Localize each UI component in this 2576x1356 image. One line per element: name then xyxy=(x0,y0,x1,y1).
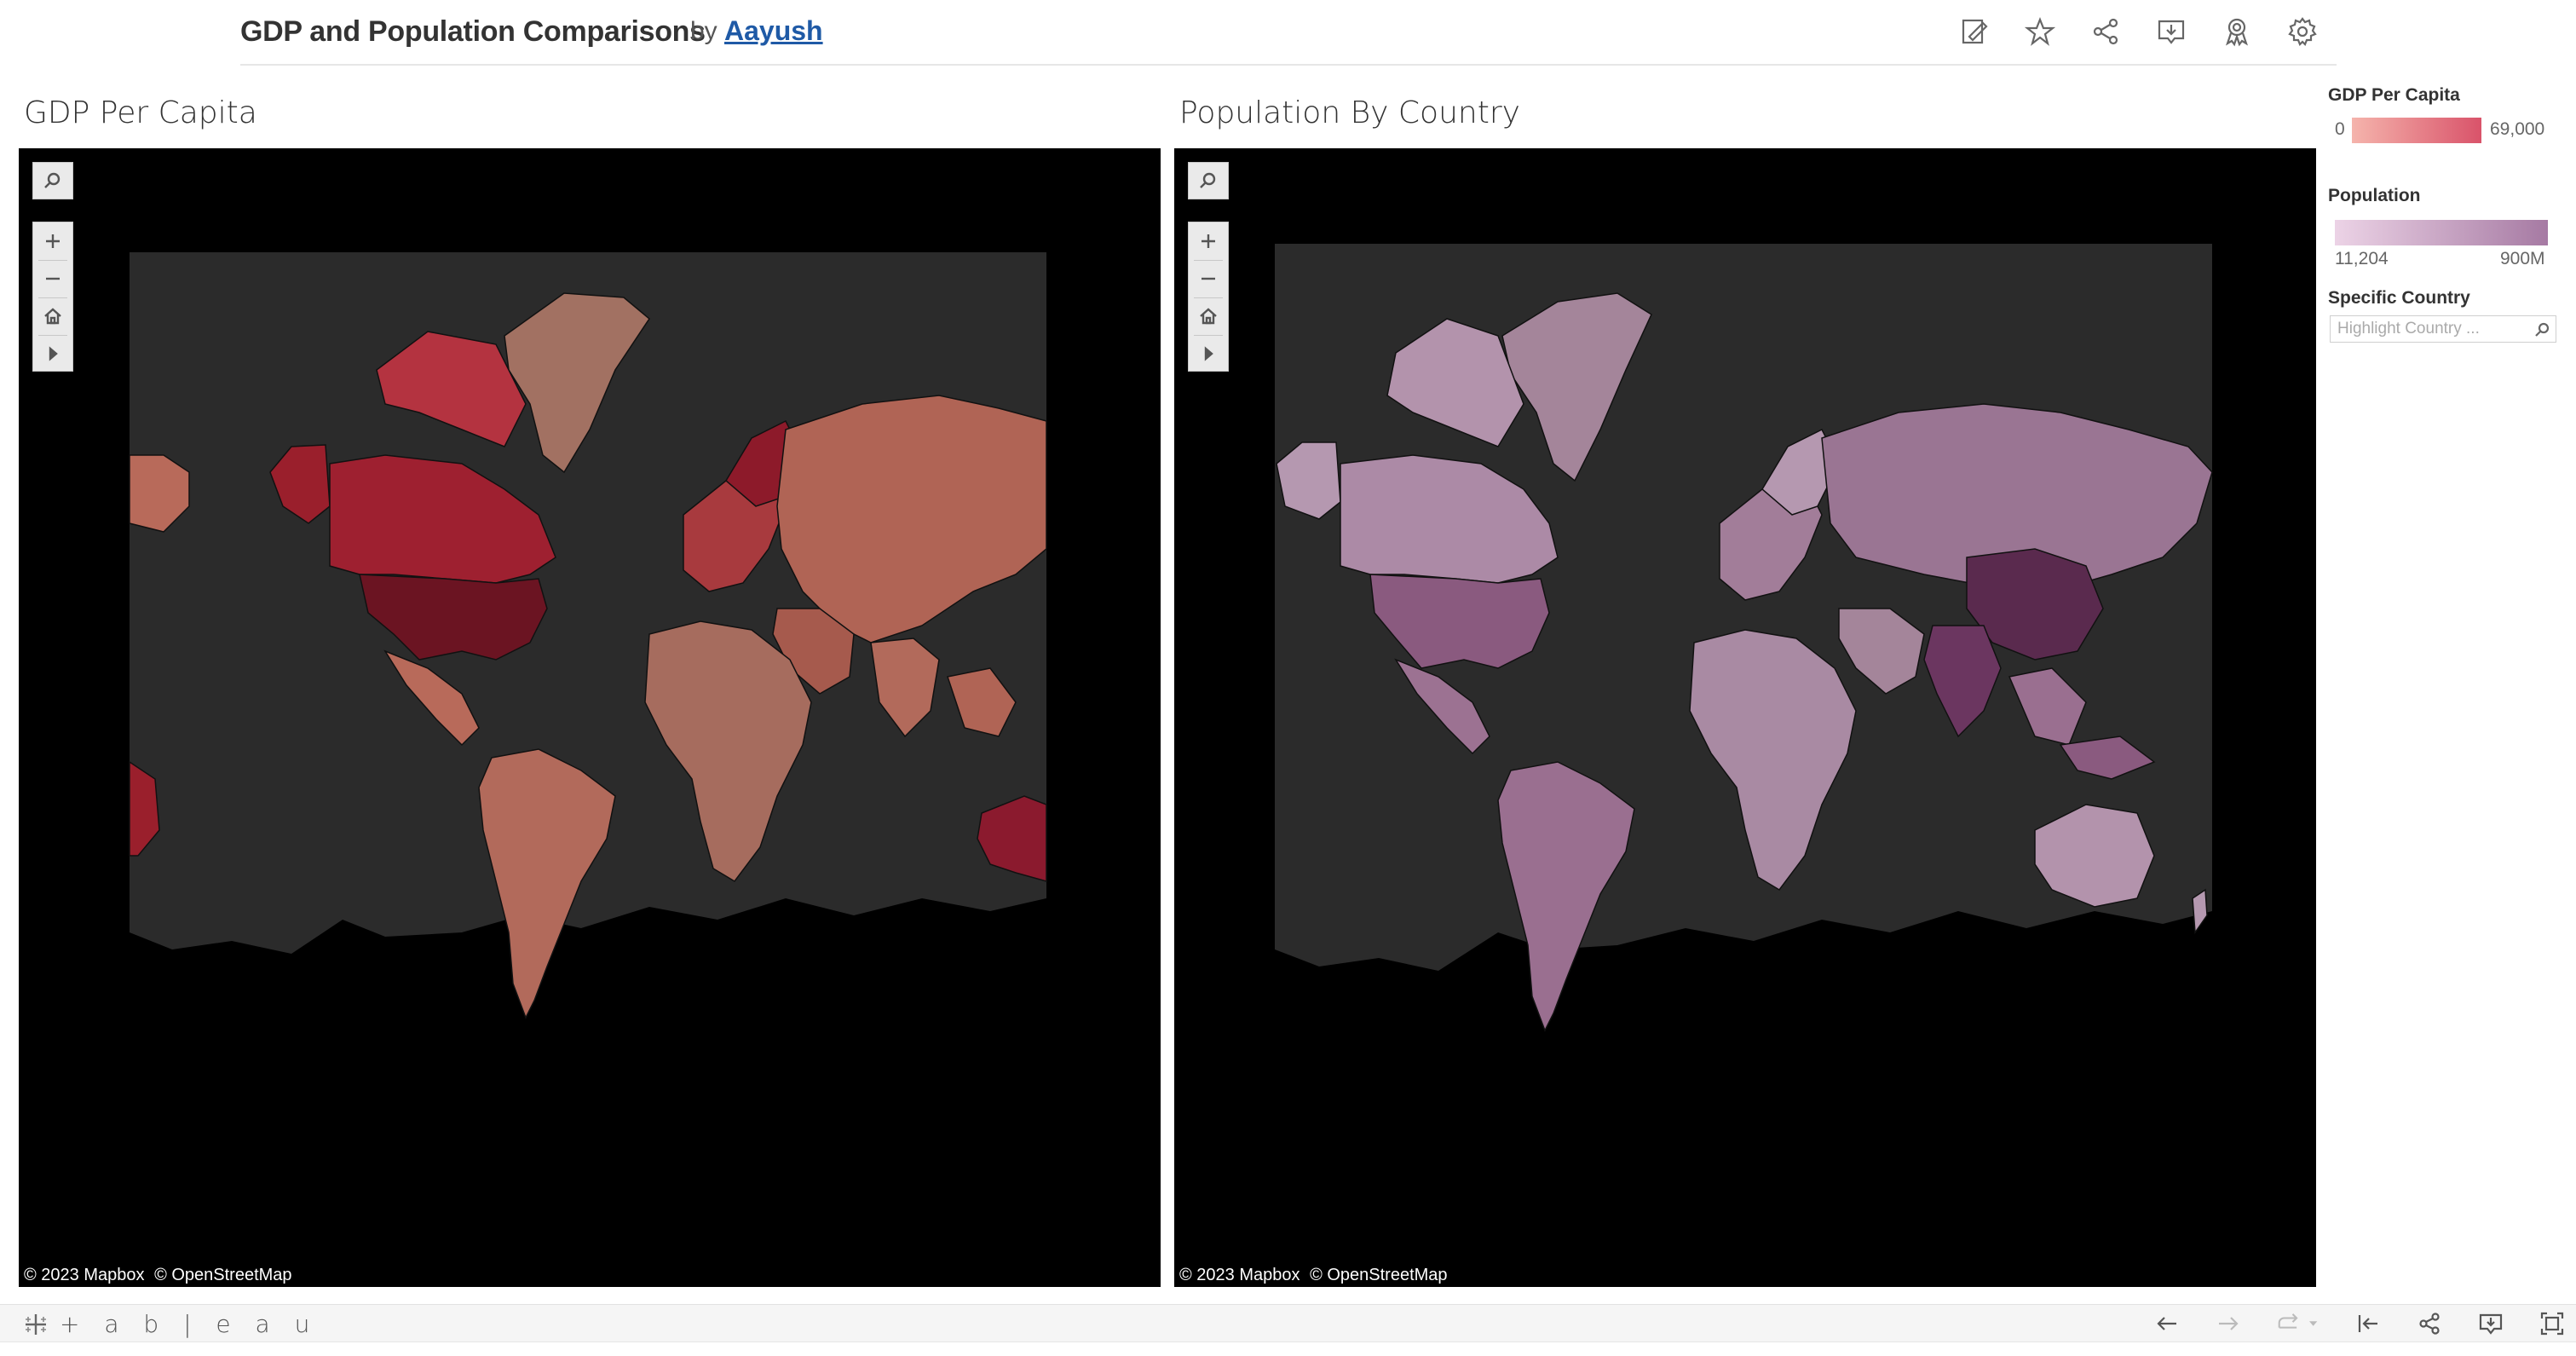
download-icon[interactable] xyxy=(2154,12,2188,51)
zoom-in-icon[interactable] xyxy=(1188,222,1229,260)
mapbox-link[interactable]: © 2023 Mapbox xyxy=(1179,1266,1300,1284)
edit-icon[interactable] xyxy=(1957,12,1991,51)
author-link[interactable]: Aayush xyxy=(724,15,823,46)
footer-toolbar: + a b | e a u xyxy=(0,1304,2576,1342)
highlight-country-input[interactable] xyxy=(2331,316,2527,342)
fullscreen-icon[interactable] xyxy=(2537,1308,2567,1339)
tableau-wordmark: + a b | e a u xyxy=(60,1310,319,1338)
tableau-logo[interactable]: + a b | e a u xyxy=(22,1310,318,1338)
home-icon[interactable] xyxy=(32,297,73,335)
population-color-ramp xyxy=(2335,220,2548,245)
gdp-panel-title: GDP Per Capita xyxy=(24,95,257,130)
zoom-in-icon[interactable] xyxy=(32,222,73,260)
map-search-icon[interactable] xyxy=(1188,162,1229,199)
footer-icons xyxy=(2152,1308,2567,1339)
byline: by xyxy=(690,17,717,45)
expand-arrow-icon[interactable] xyxy=(1188,335,1229,372)
footer-divider xyxy=(0,1342,2576,1356)
home-icon[interactable] xyxy=(1188,297,1229,335)
map-attribution: © 2023 Mapbox © OpenStreetMap xyxy=(19,1263,303,1287)
population-legend-min: 11,204 xyxy=(2335,249,2389,268)
map-search-icon[interactable] xyxy=(32,162,73,199)
search-icon[interactable] xyxy=(2533,321,2550,338)
mapbox-link[interactable]: © 2023 Mapbox xyxy=(24,1266,145,1284)
highlight-country-box xyxy=(2330,315,2556,343)
redo-icon[interactable] xyxy=(2213,1308,2244,1339)
gdp-legend-title: GDP Per Capita xyxy=(2328,85,2460,105)
gdp-legend-min: 0 xyxy=(2335,119,2345,139)
gdp-world-map xyxy=(129,252,1047,1088)
download-icon[interactable] xyxy=(2475,1308,2506,1339)
population-legend-title: Population xyxy=(2328,186,2421,205)
gdp-color-ramp xyxy=(2352,118,2481,143)
expand-arrow-icon[interactable] xyxy=(32,335,73,372)
metrics-icon[interactable] xyxy=(2220,12,2254,51)
openstreetmap-link[interactable]: © OpenStreetMap xyxy=(1310,1266,1448,1284)
specific-country-title: Specific Country xyxy=(2328,288,2470,308)
tableau-logo-icon xyxy=(26,1313,46,1335)
population-panel-title: Population By Country xyxy=(1179,95,1520,130)
revert-icon[interactable] xyxy=(2274,1308,2322,1339)
settings-icon[interactable] xyxy=(2285,12,2320,51)
header-toolbar xyxy=(1957,12,2320,51)
gdp-legend-max: 69,000 xyxy=(2490,119,2545,139)
population-legend-max: 900M xyxy=(2500,249,2545,268)
gdp-map[interactable]: © 2023 Mapbox © OpenStreetMap xyxy=(19,148,1161,1287)
share-icon[interactable] xyxy=(2414,1308,2445,1339)
zoom-out-icon[interactable] xyxy=(32,260,73,297)
share-icon[interactable] xyxy=(2089,12,2123,51)
reset-icon[interactable] xyxy=(2353,1308,2383,1339)
population-map[interactable]: © 2023 Mapbox © OpenStreetMap xyxy=(1174,148,2316,1287)
undo-icon[interactable] xyxy=(2152,1308,2182,1339)
header: GDP and Population Comparisons by Aayush xyxy=(240,0,2337,66)
population-world-map xyxy=(1275,244,2213,1096)
openstreetmap-link[interactable]: © OpenStreetMap xyxy=(154,1266,292,1284)
map-attribution: © 2023 Mapbox © OpenStreetMap xyxy=(1174,1263,1458,1287)
zoom-controls xyxy=(32,222,73,372)
zoom-controls xyxy=(1188,222,1229,372)
star-icon[interactable] xyxy=(2023,12,2057,51)
zoom-out-icon[interactable] xyxy=(1188,260,1229,297)
page-title: GDP and Population Comparisons xyxy=(240,15,706,48)
